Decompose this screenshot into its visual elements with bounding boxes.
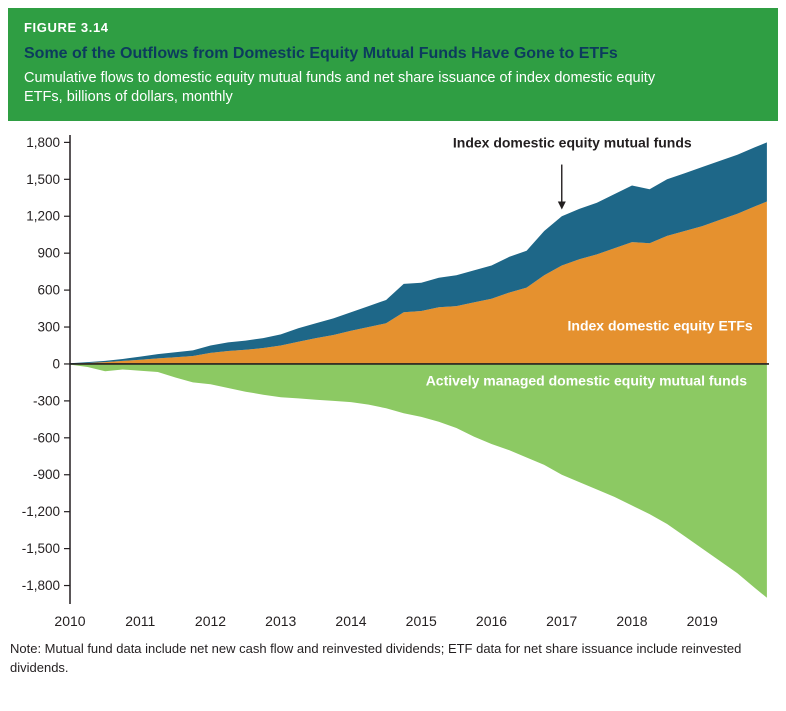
y-axis-label: -300: [33, 394, 60, 409]
y-axis-label: 1,200: [26, 209, 60, 224]
x-axis-label: 2014: [335, 613, 366, 629]
y-axis-label: -900: [33, 468, 60, 483]
y-axis-label: -1,200: [22, 505, 60, 520]
y-axis-label: 900: [37, 246, 60, 261]
y-axis-label: 0: [52, 357, 60, 372]
y-axis-label: 1,500: [26, 172, 60, 187]
x-axis-label: 2010: [54, 613, 85, 629]
x-axis-label: 2018: [616, 613, 647, 629]
area-index-etfs: [70, 201, 767, 365]
area-active-mutual-funds: [70, 364, 767, 599]
figure-subtitle: Cumulative flows to domestic equity mutu…: [24, 70, 656, 106]
note-text: Note: Mutual fund data include net new c…: [10, 641, 742, 675]
y-axis-label: 300: [37, 320, 60, 335]
x-axis-label: 2015: [406, 613, 437, 629]
figure-title: Some of the Outflows from Domestic Equit…: [24, 45, 618, 62]
x-axis-label: 2012: [195, 613, 226, 629]
x-axis-label: 2013: [265, 613, 296, 629]
x-axis-label: 2019: [687, 613, 718, 629]
y-axis-label: 1,800: [26, 135, 60, 150]
x-axis-label: 2017: [546, 613, 577, 629]
y-axis-label: -1,800: [22, 578, 60, 593]
figure-label: FIGURE 3.14: [24, 20, 109, 35]
area-label-index-etfs: Index domestic equity ETFs: [568, 318, 753, 334]
x-axis-label: 2011: [125, 613, 155, 629]
flows-chart: 1,800 1,500 1,200 900 600 300 0 -300 -600 -900 -1,…: [22, 135, 769, 629]
y-axis-label: -1,500: [22, 542, 60, 557]
x-axis-label: 2016: [476, 613, 507, 629]
annotation-arrowhead: [557, 201, 566, 210]
figure-header: FIGURE 3.14 Some of the Outflows from Do…: [8, 8, 778, 122]
area-label-active-funds: Actively managed domestic equity mutual …: [426, 373, 748, 389]
y-axis-label: 600: [37, 283, 60, 298]
annotation-label: Index domestic equity mutual funds: [453, 135, 692, 151]
y-axis-label: -600: [33, 431, 60, 446]
